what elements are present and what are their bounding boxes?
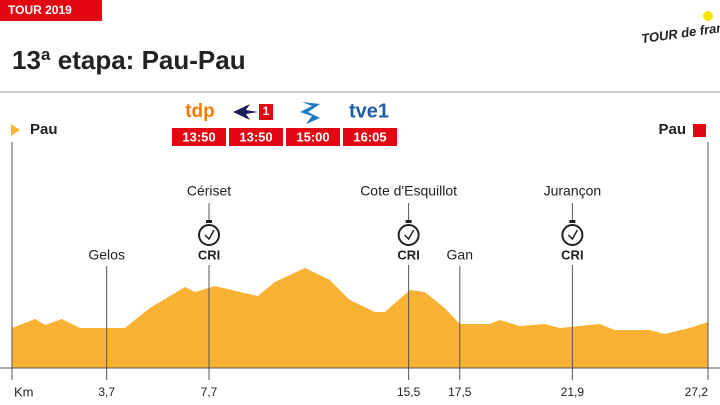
start-icon (11, 124, 20, 136)
x-axis-label: Km (14, 384, 34, 399)
stopwatch-knob (405, 220, 412, 223)
logo-sun (703, 11, 713, 21)
finish-icon (693, 124, 706, 137)
stopwatch-knob (569, 220, 576, 223)
tv-logo: 1 (233, 104, 273, 120)
marker-label: Gelos (88, 247, 125, 263)
x-tick-label: 17,5 (448, 385, 472, 399)
time-box (286, 128, 340, 146)
time: 16:05 (353, 129, 386, 144)
tv-logo: tdp (185, 101, 215, 122)
marker-label: Jurançon (544, 183, 602, 199)
chart-title: 13ª etapa: Pau-Pau (12, 45, 246, 75)
x-tick-label: 15,5 (397, 385, 421, 399)
time: 15:00 (296, 129, 329, 144)
stopwatch-hand (567, 229, 579, 241)
time-box (343, 128, 397, 146)
x-tick-label: 7,7 (201, 385, 218, 399)
timing-label: CRI (397, 247, 419, 262)
timing-label: CRI (561, 247, 583, 262)
time-box (172, 128, 226, 146)
stopwatch-hand (204, 229, 215, 241)
start-label: Pau (30, 121, 58, 138)
stopwatch (561, 224, 584, 246)
time: 13:50 (182, 129, 215, 144)
tag-box (0, 0, 102, 21)
tag: TOUR 2019 (8, 3, 72, 17)
time-box (229, 128, 283, 146)
timing-label: CRI (198, 247, 220, 262)
marker-label: Gan (447, 247, 473, 263)
marker-label: Cote d'Esquillot (360, 183, 457, 199)
stopwatch-hand (404, 229, 415, 241)
svg-text:1: 1 (263, 104, 270, 118)
tv-logo: tve1 (349, 100, 389, 122)
marker-label: Cériset (187, 183, 231, 199)
x-tick-label: 3,7 (98, 385, 115, 399)
tour-logo: TOUR de france (640, 18, 720, 46)
stopwatch (198, 224, 221, 246)
finish-label: Pau (658, 121, 686, 138)
stopwatch (397, 224, 420, 246)
x-tick-label: 27,2 (685, 385, 709, 399)
time: 13:50 (239, 129, 272, 144)
x-tick-label: 21,9 (561, 385, 585, 399)
profile-area (12, 268, 708, 368)
stopwatch-knob (206, 220, 213, 223)
tv-logo (300, 102, 320, 124)
